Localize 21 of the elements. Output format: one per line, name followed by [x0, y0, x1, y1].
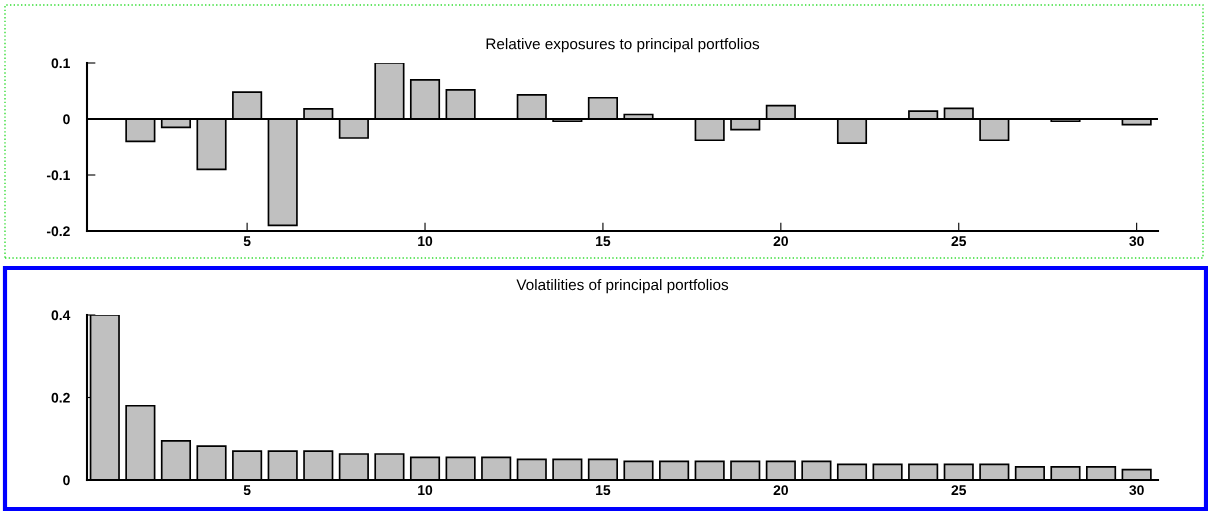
y-tick-label: 0	[63, 475, 70, 486]
x-tick-label: 5	[243, 485, 251, 496]
x-tick-label: 25	[951, 485, 967, 496]
chart-title: Volatilities of principal portfolios	[516, 278, 729, 294]
y-tick-label: 0.1	[51, 58, 70, 69]
x-tick-label: 10	[418, 236, 433, 247]
x-tick-label: 30	[1129, 236, 1144, 247]
x-tick-label: 30	[1129, 485, 1144, 496]
x-tick-label: 15	[596, 485, 611, 496]
y-tick-label: -0.2	[46, 226, 70, 237]
y-tick-label: 0	[63, 114, 70, 125]
x-tick-label: 10	[418, 485, 433, 496]
chart-title: Relative exposures to principal portfolios	[486, 38, 760, 53]
y-tick-label: 0.2	[51, 392, 70, 403]
x-tick-label: 15	[596, 236, 611, 247]
x-tick-label: 25	[951, 236, 967, 247]
y-tick-label: 0.4	[51, 310, 71, 321]
x-tick-label: 20	[773, 485, 788, 496]
x-tick-label: 5	[243, 236, 251, 247]
x-tick-label: 20	[773, 236, 788, 247]
y-tick-label: -0.1	[46, 170, 70, 181]
